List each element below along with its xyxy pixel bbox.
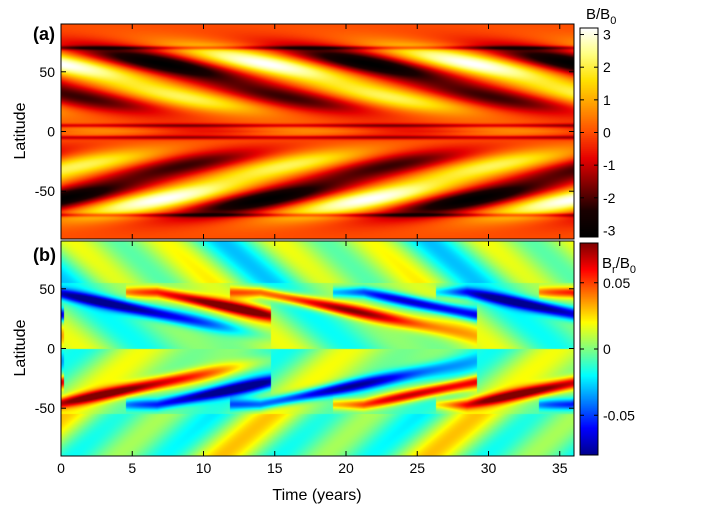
y-tick-label: 50 (39, 281, 55, 297)
y-axis-a-label: Latitude (12, 102, 29, 159)
panel-b: (b) -50 0 50 0 5 10 15 20 25 30 35 Latitude Time … (12, 240, 636, 504)
x-tick-label: 5 (128, 460, 136, 476)
colorbar-tick-label: -2 (603, 190, 616, 206)
colorbar-tick-label: 0 (603, 341, 611, 357)
y-tick-label: -50 (35, 183, 55, 199)
colorbar-tick-label: -1 (603, 157, 616, 173)
y-axis-b-label: Latitude (12, 319, 29, 376)
panel-a-label: (a) (33, 24, 55, 44)
colorbar-b-canvas (580, 243, 598, 455)
colorbar-tick-label: 3 (603, 27, 611, 43)
x-tick-label: 35 (552, 460, 568, 476)
panel-a: (a) -50 0 50 Latitude -3 -2 -1 0 1 2 3 B/B0 (12, 6, 616, 240)
colorbar-a-ticks: -3 -2 -1 0 1 2 3 (580, 27, 616, 238)
y-tick-label: 0 (47, 341, 55, 357)
x-axis-label: Time (years) (272, 487, 361, 504)
colorbar-b-ticks: -0.05 0 0.05 (580, 275, 635, 423)
colorbar-tick-label: -3 (603, 222, 616, 238)
colorbar-a-title: B/B0 (586, 6, 616, 27)
colorbar-tick-label: 0.05 (603, 275, 630, 291)
heatmap-b-canvas (61, 241, 574, 456)
colorbar-a-container (580, 28, 598, 237)
x-tick-label: 30 (481, 460, 497, 476)
heatmap-a-canvas (61, 24, 574, 239)
colorbar-tick-label: 1 (603, 92, 611, 108)
heatmap-a-container (61, 24, 574, 239)
y-tick-label: 0 (47, 124, 55, 140)
y-axis-b: -50 0 50 (35, 281, 574, 416)
y-tick-label: -50 (35, 400, 55, 416)
heatmap-b-container (61, 241, 574, 456)
colorbar-b-title: Br/B0 (602, 255, 636, 276)
colorbar-a-canvas (580, 28, 598, 237)
colorbar-b-container (580, 243, 598, 455)
x-axis-b: 0 5 10 15 20 25 30 35 (57, 241, 568, 476)
x-tick-label: 15 (267, 460, 283, 476)
colorbar-tick-label: 0 (603, 125, 611, 141)
x-tick-label: 20 (338, 460, 354, 476)
panel-b-label: (b) (33, 245, 56, 265)
colorbar-tick-label: -0.05 (603, 407, 635, 423)
y-axis-a: -50 0 50 (35, 24, 574, 239)
y-tick-label: 50 (39, 64, 55, 80)
x-tick-label: 25 (409, 460, 425, 476)
x-tick-label: 0 (57, 460, 65, 476)
x-tick-label: 10 (196, 460, 212, 476)
colorbar-tick-label: 2 (603, 59, 611, 75)
